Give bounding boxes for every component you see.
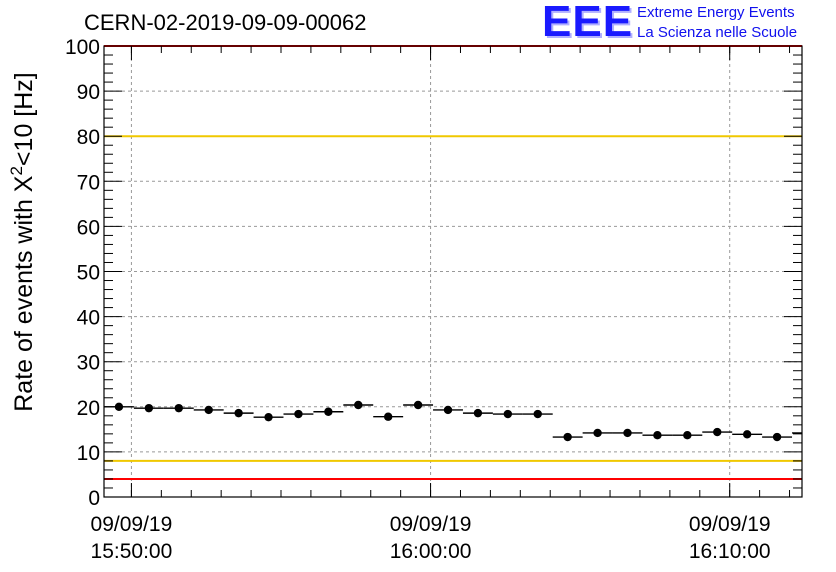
data-point [503, 409, 513, 419]
y-tick-label: 90 [77, 81, 100, 104]
plot-frame [103, 45, 803, 498]
x-tick-time-label: 15:50:00 [91, 540, 173, 563]
data-point [683, 431, 692, 440]
y-axis-title: Rate of events with X2<10 [Hz] [7, 72, 38, 412]
tick-labels: 0 10 20 30 40 50 60 70 80 90 100 09/09/19 15:50:00 09… [65, 36, 771, 563]
x-tick-date-label: 09/09/19 [91, 513, 173, 536]
logo-subtitle-line1: Extreme Energy Events [637, 4, 795, 21]
y-tick-label: 40 [77, 307, 100, 330]
data-point [324, 407, 333, 416]
chart-title: CERN-02-2019-09-09-00062 [84, 10, 367, 35]
data-point [204, 405, 213, 415]
logo-subtitle-line2: La Scienza nelle Scuole [637, 24, 798, 41]
grid-layer [104, 46, 802, 497]
y-tick-label: 60 [77, 216, 100, 239]
y-tick-label: 30 [77, 352, 100, 375]
data-points [104, 400, 802, 442]
data-point [593, 428, 602, 438]
y-tick-label: 80 [77, 126, 100, 149]
y-tick-label: 100 [65, 36, 100, 59]
data-point [354, 400, 363, 410]
data-point [772, 432, 782, 442]
data-point [144, 403, 154, 413]
axes [103, 45, 803, 498]
y-tick-label: 0 [88, 487, 100, 510]
y-tick-label: 10 [77, 442, 100, 465]
x-tick-date-label: 09/09/19 [689, 513, 771, 536]
data-point [383, 412, 393, 421]
x-tick-date-label: 09/09/19 [390, 513, 472, 536]
y-tick-label: 20 [77, 397, 100, 420]
data-point [443, 405, 453, 415]
data-point [533, 409, 542, 419]
data-point [234, 408, 243, 418]
data-point [264, 412, 273, 422]
data-point [114, 402, 124, 411]
data-point [473, 408, 483, 418]
x-tick-time-label: 16:10:00 [689, 540, 771, 563]
x-tick-time-label: 16:00:00 [390, 540, 472, 563]
eee-logo: EEE Extreme Energy Events La Scienza nel… [542, 0, 832, 46]
data-point [174, 403, 183, 413]
data-point [653, 431, 662, 440]
data-point [742, 430, 752, 439]
data-point [294, 409, 303, 419]
data-point [713, 427, 722, 437]
y-tick-label: 70 [77, 171, 100, 194]
data-point [623, 428, 632, 438]
eee-logo-mark: EEE [542, 0, 634, 46]
y-tick-label: 50 [77, 262, 100, 285]
data-point [563, 432, 572, 442]
data-point [413, 400, 423, 410]
